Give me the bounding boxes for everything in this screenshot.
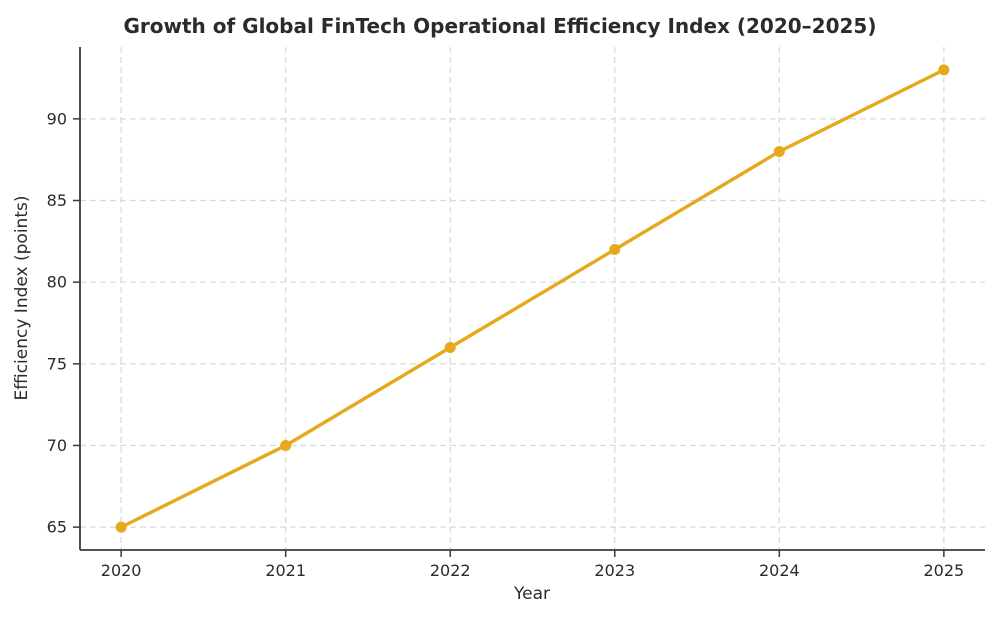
y-tick-label-90: 90 — [47, 109, 67, 128]
y-tick-label-70: 70 — [47, 436, 67, 455]
x-tick-label-2021: 2021 — [265, 561, 306, 580]
chart-tick-labels: 2020 2021 2022 2023 2024 2025 65 70 75 80 85 90 — [47, 109, 965, 580]
data-point-2023 — [609, 244, 621, 256]
y-tick-label-65: 65 — [47, 518, 67, 537]
y-tick-label-85: 85 — [47, 191, 67, 210]
y-tick-label-80: 80 — [47, 273, 67, 292]
chart-gridlines — [80, 47, 985, 550]
chart-series — [115, 64, 950, 533]
chart-title: Growth of Global FinTech Operational Eff… — [124, 14, 877, 38]
chart-axes — [79, 47, 985, 551]
x-axis-label: Year — [513, 584, 550, 604]
x-tick-label-2023: 2023 — [594, 561, 635, 580]
data-point-2025 — [938, 64, 950, 76]
x-tick-label-2025: 2025 — [924, 561, 965, 580]
x-tick-label-2022: 2022 — [430, 561, 471, 580]
data-point-2021 — [280, 439, 292, 451]
data-point-2022 — [444, 341, 456, 353]
data-point-2020 — [115, 521, 127, 533]
y-tick-label-75: 75 — [47, 354, 67, 373]
chart-tick-marks — [73, 118, 945, 557]
series-line-efficiency-index — [119, 68, 946, 529]
y-axis-label: Efficiency Index (points) — [12, 196, 32, 401]
data-point-2024 — [773, 146, 785, 158]
x-tick-label-2024: 2024 — [759, 561, 800, 580]
x-tick-label-2020: 2020 — [101, 561, 142, 580]
